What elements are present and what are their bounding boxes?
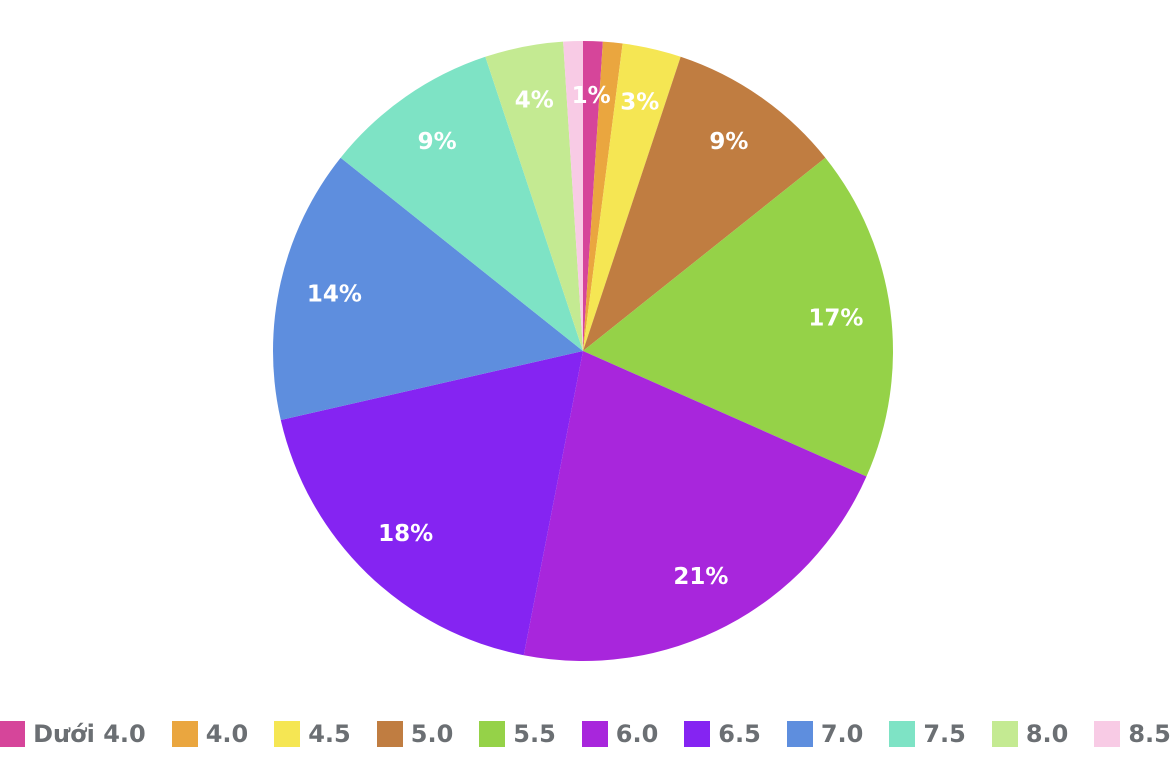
slice-data-label-2: 3% bbox=[620, 89, 659, 115]
legend-label-4: 5.5 bbox=[513, 720, 556, 748]
legend-swatch-0 bbox=[0, 721, 26, 747]
legend-label-9: 8.0 bbox=[1025, 720, 1069, 748]
legend-item-5[interactable]: 6.0 bbox=[581, 720, 659, 748]
legend-item-0[interactable]: Dưới 4.0 bbox=[0, 720, 146, 748]
legend-swatch-1 bbox=[171, 721, 198, 747]
legend-label-6: 6.5 bbox=[718, 720, 761, 748]
pie-slice-3[interactable] bbox=[583, 56, 826, 351]
slice-data-label-9: 4% bbox=[515, 88, 554, 114]
pie-data-labels: 1% 3% 9% 17% 21% 18% 14% 9% 4% bbox=[307, 83, 864, 590]
legend-label-0: Dưới 4.0 bbox=[33, 720, 146, 748]
legend-swatch-7 bbox=[786, 721, 813, 747]
pie-slice-0[interactable] bbox=[583, 41, 603, 351]
slice-data-label-4: 17% bbox=[808, 305, 863, 331]
pie-slices bbox=[273, 41, 893, 661]
legend-item-8[interactable]: 7.5 bbox=[889, 720, 966, 748]
slice-data-label-3: 9% bbox=[709, 129, 748, 155]
slice-data-label-8: 9% bbox=[418, 129, 457, 155]
pie-slice-2[interactable] bbox=[583, 43, 681, 351]
legend-swatch-6 bbox=[684, 721, 711, 747]
legend-label-7: 7.0 bbox=[820, 720, 864, 748]
legend-item-3[interactable]: 5.0 bbox=[376, 720, 454, 748]
pie-slice-1[interactable] bbox=[583, 41, 623, 351]
legend-label-5: 6.0 bbox=[615, 720, 659, 748]
legend-item-4[interactable]: 5.5 bbox=[479, 720, 556, 748]
legend-item-1[interactable]: 4.0 bbox=[171, 720, 249, 748]
pie-slice-8[interactable] bbox=[340, 56, 583, 351]
legend-label-10: 8.5 bbox=[1128, 720, 1170, 748]
legend-swatch-3 bbox=[376, 721, 403, 747]
slice-data-label-5: 21% bbox=[673, 564, 728, 590]
legend-swatch-2 bbox=[274, 721, 301, 747]
legend-item-9[interactable]: 8.0 bbox=[991, 720, 1069, 748]
legend-item-6[interactable]: 6.5 bbox=[684, 720, 761, 748]
legend-swatch-8 bbox=[889, 721, 916, 747]
pie-chart: 1% 3% 9% 17% 21% 18% 14% 9% 4% bbox=[273, 41, 893, 661]
legend-swatch-10 bbox=[1094, 721, 1121, 747]
legend-label-2: 4.5 bbox=[308, 720, 351, 748]
legend-swatch-4 bbox=[479, 721, 506, 747]
legend-swatch-9 bbox=[991, 721, 1018, 747]
chart-legend: Dưới 4.0 4.0 4.5 5.0 5.5 6.0 6.5 7.0 7.5 8.0 8.5 bbox=[0, 712, 1170, 756]
slice-data-label-6: 18% bbox=[378, 521, 433, 547]
slice-data-label-7: 14% bbox=[307, 281, 362, 307]
pie-slice-7[interactable] bbox=[273, 157, 583, 420]
slice-data-label-0: 1% bbox=[572, 83, 611, 109]
legend-item-7[interactable]: 7.0 bbox=[786, 720, 864, 748]
legend-label-8: 7.5 bbox=[923, 720, 966, 748]
pie-slice-9[interactable] bbox=[485, 41, 583, 351]
legend-swatch-5 bbox=[581, 721, 608, 747]
pie-slice-5[interactable] bbox=[523, 351, 867, 661]
legend-item-2[interactable]: 4.5 bbox=[274, 720, 351, 748]
legend-label-3: 5.0 bbox=[410, 720, 454, 748]
pie-slice-4[interactable] bbox=[583, 157, 893, 477]
legend-item-10[interactable]: 8.5 bbox=[1094, 720, 1170, 748]
pie-slice-6[interactable] bbox=[280, 351, 583, 656]
pie-slice-10[interactable] bbox=[563, 41, 583, 351]
legend-label-1: 4.0 bbox=[205, 720, 249, 748]
